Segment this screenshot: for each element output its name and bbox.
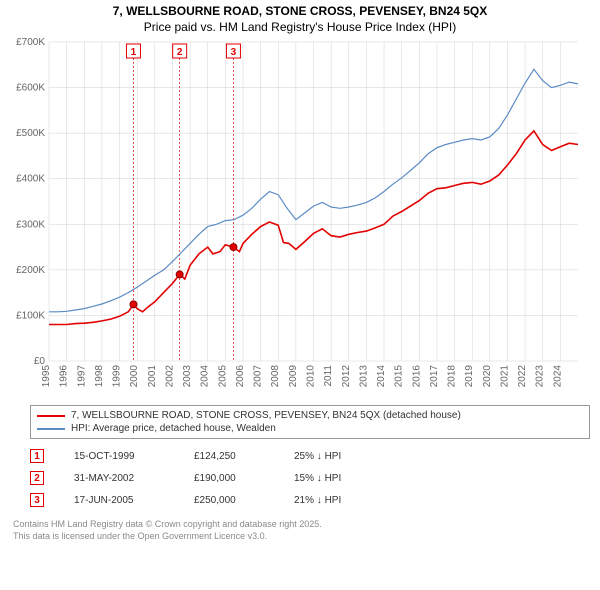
svg-text:2017: 2017 — [429, 365, 440, 388]
event-row-0: 1 15-OCT-1999 £124,250 25% ↓ HPI — [30, 445, 590, 467]
svg-text:2014: 2014 — [376, 365, 387, 388]
event-price-2: £250,000 — [194, 495, 264, 506]
event-box-2: 3 — [30, 493, 44, 507]
svg-text:2009: 2009 — [288, 365, 299, 388]
title-address: 7, WELLSBOURNE ROAD, STONE CROSS, PEVENS… — [0, 4, 600, 18]
legend-swatch-0 — [37, 415, 65, 417]
svg-text:£400K: £400K — [16, 174, 45, 185]
events-table: 1 15-OCT-1999 £124,250 25% ↓ HPI 2 31-MA… — [30, 445, 590, 511]
event-price-1: £190,000 — [194, 473, 264, 484]
svg-text:2006: 2006 — [235, 365, 246, 388]
legend-swatch-1 — [37, 428, 65, 430]
event-box-0: 1 — [30, 449, 44, 463]
svg-text:1995: 1995 — [41, 365, 52, 388]
legend-label-1: HPI: Average price, detached house, Weal… — [71, 423, 276, 434]
svg-text:2023: 2023 — [535, 365, 546, 388]
svg-text:2020: 2020 — [482, 365, 493, 388]
svg-text:2024: 2024 — [552, 365, 563, 388]
svg-text:£600K: £600K — [16, 83, 45, 94]
svg-text:2015: 2015 — [394, 365, 405, 388]
svg-text:2011: 2011 — [323, 365, 334, 387]
svg-text:2012: 2012 — [341, 365, 352, 388]
svg-text:2001: 2001 — [147, 365, 158, 388]
event-num-2: 3 — [34, 495, 40, 506]
svg-text:1999: 1999 — [112, 365, 123, 388]
event-box-1: 2 — [30, 471, 44, 485]
svg-text:£500K: £500K — [16, 128, 45, 139]
footer-line2: This data is licensed under the Open Gov… — [13, 531, 590, 543]
svg-text:2013: 2013 — [358, 365, 369, 388]
event-num-1: 2 — [34, 473, 40, 484]
svg-text:2005: 2005 — [217, 365, 228, 388]
event-pct-1: 15% ↓ HPI — [294, 473, 374, 484]
event-pct-2: 21% ↓ HPI — [294, 495, 374, 506]
svg-text:2021: 2021 — [499, 365, 510, 388]
svg-text:2: 2 — [177, 47, 183, 58]
svg-text:3: 3 — [231, 47, 237, 58]
svg-text:2000: 2000 — [129, 365, 140, 388]
event-row-2: 3 17-JUN-2005 £250,000 21% ↓ HPI — [30, 489, 590, 511]
legend: 7, WELLSBOURNE ROAD, STONE CROSS, PEVENS… — [30, 405, 590, 439]
title-block: 7, WELLSBOURNE ROAD, STONE CROSS, PEVENS… — [0, 0, 600, 36]
svg-text:£700K: £700K — [16, 37, 45, 48]
svg-text:£200K: £200K — [16, 265, 45, 276]
svg-text:2016: 2016 — [411, 365, 422, 388]
svg-text:£300K: £300K — [16, 219, 45, 230]
svg-text:1997: 1997 — [76, 365, 87, 388]
svg-text:2018: 2018 — [447, 365, 458, 388]
event-num-0: 1 — [34, 451, 40, 462]
svg-text:2019: 2019 — [464, 365, 475, 388]
svg-text:2022: 2022 — [517, 365, 528, 388]
title-subtitle: Price paid vs. HM Land Registry's House … — [0, 20, 600, 34]
svg-text:2010: 2010 — [306, 365, 317, 388]
legend-row-1: HPI: Average price, detached house, Weal… — [37, 422, 583, 435]
event-row-1: 2 31-MAY-2002 £190,000 15% ↓ HPI — [30, 467, 590, 489]
legend-row-0: 7, WELLSBOURNE ROAD, STONE CROSS, PEVENS… — [37, 409, 583, 422]
event-pct-0: 25% ↓ HPI — [294, 451, 374, 462]
svg-text:1998: 1998 — [94, 365, 105, 388]
svg-text:2007: 2007 — [253, 365, 264, 388]
chart-svg: £0£100K£200K£300K£400K£500K£600K£700K199… — [13, 36, 583, 401]
footer-line1: Contains HM Land Registry data © Crown c… — [13, 519, 590, 531]
footer: Contains HM Land Registry data © Crown c… — [13, 519, 590, 542]
event-price-0: £124,250 — [194, 451, 264, 462]
event-date-2: 17-JUN-2005 — [74, 495, 164, 506]
legend-label-0: 7, WELLSBOURNE ROAD, STONE CROSS, PEVENS… — [71, 410, 461, 421]
event-date-1: 31-MAY-2002 — [74, 473, 164, 484]
chart-container: 7, WELLSBOURNE ROAD, STONE CROSS, PEVENS… — [0, 0, 600, 590]
svg-text:1: 1 — [131, 47, 137, 58]
event-date-0: 15-OCT-1999 — [74, 451, 164, 462]
svg-text:2002: 2002 — [164, 365, 175, 388]
svg-text:2008: 2008 — [270, 365, 281, 388]
svg-text:2003: 2003 — [182, 365, 193, 388]
chart-area: £0£100K£200K£300K£400K£500K£600K£700K199… — [13, 36, 583, 401]
svg-text:2004: 2004 — [200, 365, 211, 388]
svg-text:£100K: £100K — [16, 310, 45, 321]
svg-text:1996: 1996 — [59, 365, 70, 388]
